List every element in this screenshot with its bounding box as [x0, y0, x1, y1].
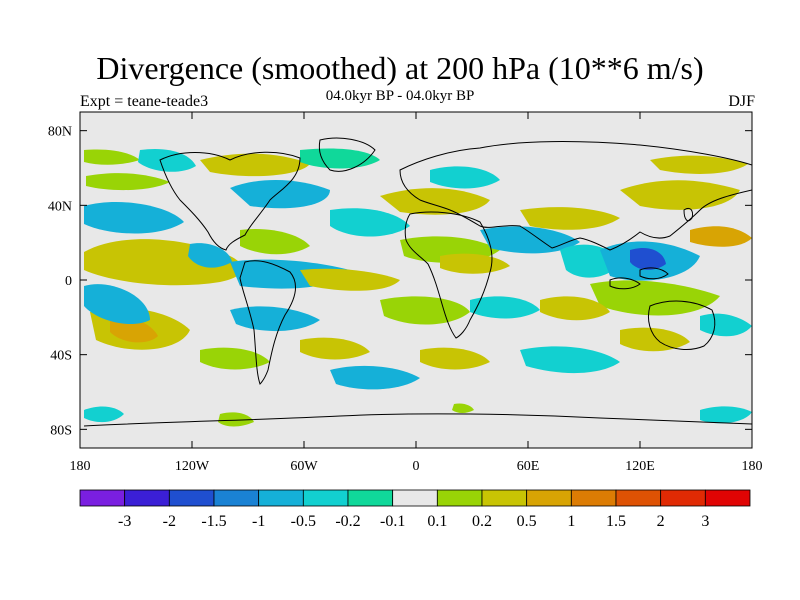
x-tick-label: 180	[70, 459, 91, 474]
colorbar-swatch	[660, 489, 706, 507]
y-tick-label: 80N	[48, 125, 72, 140]
x-tick-label: 60W	[290, 459, 318, 474]
y-tick-label: 80S	[50, 423, 72, 438]
x-tick-label: 120E	[625, 459, 655, 474]
colorbar-swatch	[302, 489, 349, 507]
divergence-field	[84, 148, 752, 427]
coastlines	[83, 137, 752, 427]
colorbar-swatch	[258, 489, 304, 507]
colorbar-swatch	[704, 489, 751, 507]
colorbar-label: -0.1	[380, 513, 405, 530]
colorbar-swatch	[213, 489, 260, 507]
colorbar-label: 1	[567, 513, 575, 530]
x-tick-label: 60E	[517, 459, 540, 474]
colorbar-label: 2	[657, 513, 665, 530]
season-label: DJF	[728, 93, 755, 110]
colorbar-label: -1.5	[201, 513, 226, 530]
experiment-label: Expt = teane-teade3	[80, 93, 209, 110]
colorbar-label: -0.5	[291, 513, 316, 530]
y-tick-label: 0	[65, 274, 72, 289]
colorbar-swatch	[168, 489, 215, 507]
colorbar-label: -3	[118, 513, 131, 530]
colorbar-label: 0.5	[517, 513, 537, 530]
colorbar-label: -1	[252, 513, 265, 530]
colorbar-label: -2	[163, 513, 176, 530]
x-tick-label: 0	[413, 459, 420, 474]
colorbar-label: 3	[701, 513, 709, 530]
y-tick-label: 40N	[48, 199, 72, 214]
colorbar-label: 1.5	[606, 513, 626, 530]
colorbar-swatch	[526, 489, 572, 507]
x-tick-label: 180	[742, 459, 763, 474]
axes: 180 120W 60W 0 60E 120E 180 80N 40N 0 40S 80S	[48, 112, 763, 474]
period-label: 04.0kyr BP - 04.0kyr BP	[325, 88, 475, 104]
colorbar-swatch	[570, 489, 617, 507]
colorbar-label: -0.2	[335, 513, 360, 530]
x-tick-label: 120W	[175, 459, 210, 474]
colorbar-swatch	[347, 489, 394, 507]
colorbar-swatch	[481, 489, 528, 507]
colorbar-swatch	[79, 489, 126, 507]
colorbar-label: 0.1	[427, 513, 447, 530]
colorbar-swatch	[124, 489, 170, 507]
colorbar-swatch	[615, 489, 662, 507]
colorbar-label: 0.2	[472, 513, 492, 530]
colorbar-swatch	[436, 489, 483, 507]
chart-title: Divergence (smoothed) at 200 hPa (10**6 …	[96, 50, 704, 86]
colorbar: -3 -2 -1.5 -1 -0.5 -0.2 -0.1 0.1 0.2 0.5 1 1.5 2 3	[79, 489, 751, 530]
y-tick-label: 40S	[50, 349, 72, 364]
colorbar-swatch	[392, 489, 438, 507]
